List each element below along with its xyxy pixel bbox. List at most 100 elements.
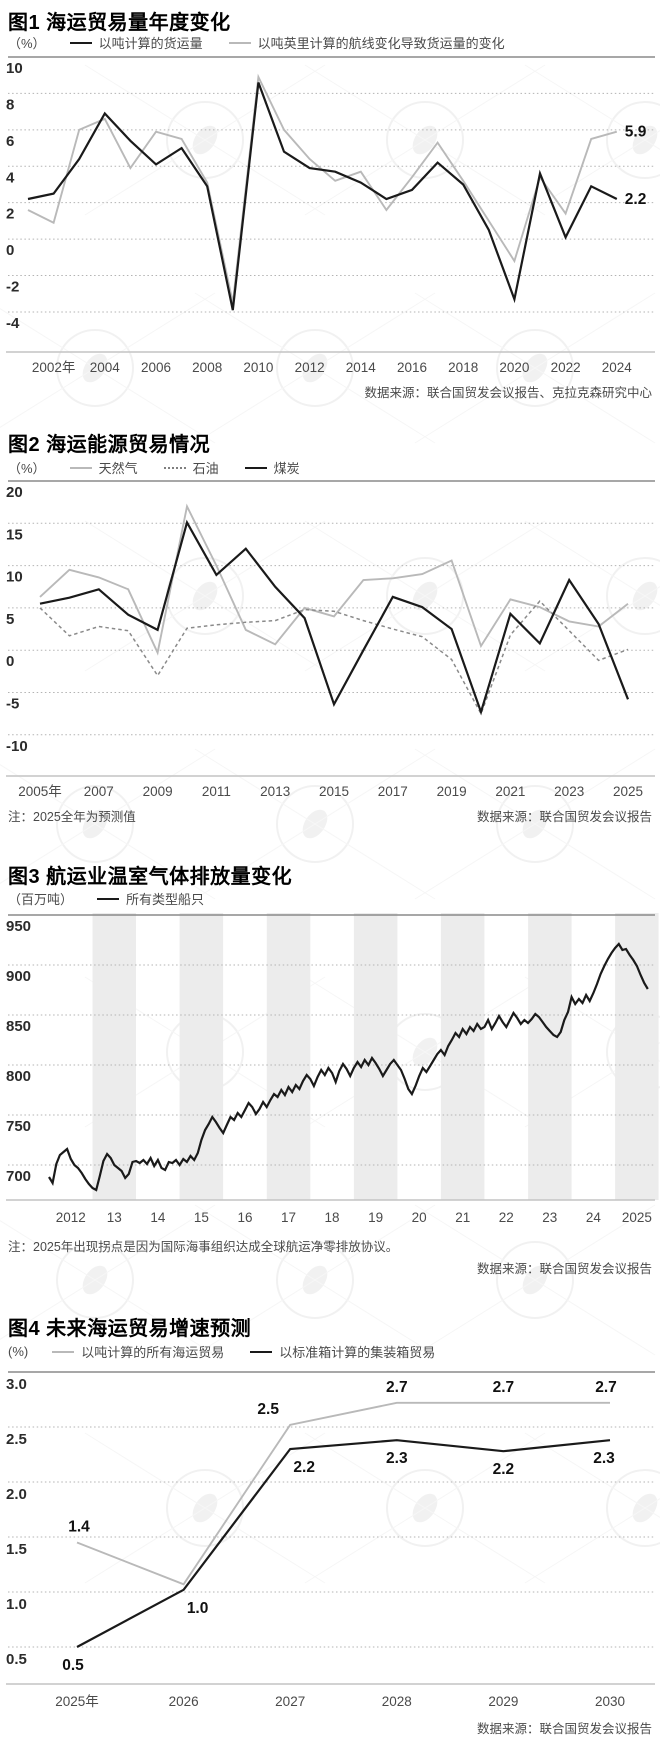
x-axis-tick-label: 18 bbox=[325, 1210, 340, 1225]
legend-label: 煤炭 bbox=[273, 461, 300, 476]
x-axis-tick-label: 2025 bbox=[613, 784, 643, 799]
watermark-line bbox=[414, 292, 656, 444]
legend-swatch-black-line-icon bbox=[69, 41, 92, 44]
x-axis-tick-label: 2018 bbox=[448, 360, 478, 375]
x-axis-tick-label: 2026 bbox=[169, 1694, 199, 1709]
x-axis-tick-label: 2027 bbox=[275, 1694, 305, 1709]
x-axis-tick-label: 2020 bbox=[499, 360, 529, 375]
watermark-leaf-icon bbox=[386, 101, 464, 179]
legend-swatch-gray-line-icon bbox=[228, 41, 251, 44]
x-axis-tick-label: 13 bbox=[107, 1210, 122, 1225]
watermark-line bbox=[304, 1432, 546, 1584]
watermark-leaf-icon bbox=[632, 581, 658, 611]
chart4-legend: (%) 以吨计算的所有海运贸易 以标准箱计算的集装箱贸易 bbox=[8, 1342, 435, 1361]
data-point-value-label: 2.7 bbox=[386, 1379, 408, 1396]
chart1-source: 数据来源：联合国贸发会议报告、克拉克森研究中心 bbox=[364, 386, 652, 400]
x-axis-tick-label: 2004 bbox=[90, 360, 121, 375]
legend-item: 石油 bbox=[163, 458, 219, 477]
data-point-value-label: 2.5 bbox=[257, 1401, 279, 1418]
year-stripe bbox=[92, 913, 136, 1200]
x-axis-tick-label: 2007 bbox=[84, 784, 114, 799]
legend-swatch-black-line-icon bbox=[244, 466, 267, 469]
watermark-line bbox=[0, 308, 216, 444]
chart1-unit-label: （%） bbox=[8, 36, 46, 51]
x-axis-tick-label: 2013 bbox=[260, 784, 290, 799]
legend-label: 以标准箱计算的集装箱贸易 bbox=[279, 1345, 436, 1360]
y-axis-tick-label: 750 bbox=[6, 1118, 31, 1135]
x-axis-tick-label: 2030 bbox=[595, 1694, 625, 1709]
y-axis-tick-label: 10 bbox=[6, 60, 23, 77]
x-axis-tick-label: 19 bbox=[368, 1210, 383, 1225]
watermark-line bbox=[84, 1432, 326, 1584]
y-axis-tick-label: 6 bbox=[6, 133, 14, 150]
watermark-line bbox=[0, 764, 216, 900]
watermark-leaf-icon bbox=[606, 1469, 660, 1547]
watermark-leaf-icon bbox=[56, 785, 134, 863]
year-stripe bbox=[266, 913, 311, 1200]
x-axis-tick-label: 2006 bbox=[141, 360, 171, 375]
year-stripe bbox=[615, 913, 659, 1200]
x-axis-tick-label: 2021 bbox=[495, 784, 525, 799]
watermark-line bbox=[524, 1432, 660, 1518]
series-line-black bbox=[39, 519, 630, 716]
legend-swatch-dotted-line-icon bbox=[163, 466, 186, 469]
data-point-value-label: 1.4 bbox=[68, 1519, 90, 1536]
x-axis-tick-label: 2012 bbox=[295, 360, 325, 375]
x-axis-tick-label: 2028 bbox=[382, 1694, 412, 1709]
x-axis-tick-label: 2008 bbox=[192, 360, 222, 375]
chart1-legend: （%） 以吨计算的货运量 以吨英里计算的航线变化导致货运量的变化 bbox=[8, 33, 505, 52]
chart3-source: 数据来源：联合国贸发会议报告 bbox=[476, 1262, 652, 1276]
legend-item: 以吨计算的所有海运贸易 bbox=[52, 1342, 224, 1361]
watermark-line bbox=[84, 64, 326, 216]
y-axis-tick-label: -10 bbox=[6, 738, 28, 755]
y-axis-tick-label: 2 bbox=[6, 206, 14, 223]
y-axis-tick-label: 1.0 bbox=[6, 1596, 27, 1613]
watermark-leaf-icon bbox=[496, 785, 574, 863]
watermark-leaf-icon bbox=[56, 1241, 134, 1319]
legend-label: 以吨英里计算的航线变化导致货运量的变化 bbox=[257, 36, 505, 51]
watermark-line bbox=[414, 1204, 656, 1356]
chart3-unit-label: （百万吨） bbox=[8, 892, 74, 907]
x-axis-tick-label: 2015 bbox=[319, 784, 349, 799]
y-axis-tick-label: 950 bbox=[6, 918, 31, 935]
y-axis-tick-label: 5 bbox=[6, 611, 14, 628]
y-axis-tick-label: 1.5 bbox=[6, 1541, 27, 1558]
x-axis-tick-label: 2029 bbox=[488, 1694, 518, 1709]
y-axis-tick-label: 0 bbox=[6, 242, 14, 259]
watermark-line bbox=[414, 748, 656, 900]
watermark-leaf-icon bbox=[496, 1241, 574, 1319]
chart4-unit-label: (%) bbox=[8, 1344, 29, 1359]
y-axis-tick-label: 20 bbox=[6, 484, 23, 501]
x-axis-tick-label: 2025年 bbox=[55, 1694, 99, 1709]
watermark-line bbox=[304, 520, 546, 672]
data-point-value-label: 2.7 bbox=[595, 1379, 617, 1396]
x-axis-tick-label: 21 bbox=[455, 1210, 470, 1225]
x-axis-tick-label: 2012 bbox=[56, 1210, 86, 1225]
chart3-legend-items: 所有类型船只 bbox=[97, 889, 204, 908]
watermark-leaf-icon bbox=[606, 101, 660, 179]
series-line-black bbox=[48, 942, 649, 1192]
watermark-leaf-icon bbox=[56, 329, 134, 407]
chart2-legend-items: 天然气 石油 煤炭 bbox=[69, 458, 300, 477]
watermark-leaf-icon bbox=[276, 329, 354, 407]
x-axis-tick-label: 14 bbox=[150, 1210, 166, 1225]
y-axis-tick-label: 0 bbox=[6, 653, 14, 670]
chart1-legend-items: 以吨计算的货运量 以吨英里计算的航线变化导致货运量的变化 bbox=[69, 33, 505, 52]
x-axis-tick-label: 2016 bbox=[397, 360, 427, 375]
x-axis-tick-label: 17 bbox=[281, 1210, 296, 1225]
y-axis-tick-label: 0.5 bbox=[6, 1651, 27, 1668]
y-axis-tick-label: 900 bbox=[6, 968, 31, 985]
chart2-legend: （%） 天然气 石油 煤炭 bbox=[8, 458, 300, 477]
x-axis-tick-label: 2017 bbox=[378, 784, 408, 799]
y-axis-tick-label: 2.0 bbox=[6, 1486, 27, 1503]
legend-item: 以标准箱计算的集装箱贸易 bbox=[250, 1342, 435, 1361]
chart2-source: 数据来源：联合国贸发会议报告 bbox=[476, 810, 652, 824]
chart3-title: 图3 航运业温室气体排放量变化 bbox=[8, 866, 293, 888]
legend-label: 以吨计算的所有海运贸易 bbox=[81, 1345, 225, 1360]
y-axis-tick-label: 700 bbox=[6, 1168, 31, 1185]
data-point-value-label: 2.3 bbox=[386, 1450, 408, 1467]
watermark-leaf-icon bbox=[386, 1469, 464, 1547]
legend-item: 所有类型船只 bbox=[97, 889, 204, 908]
